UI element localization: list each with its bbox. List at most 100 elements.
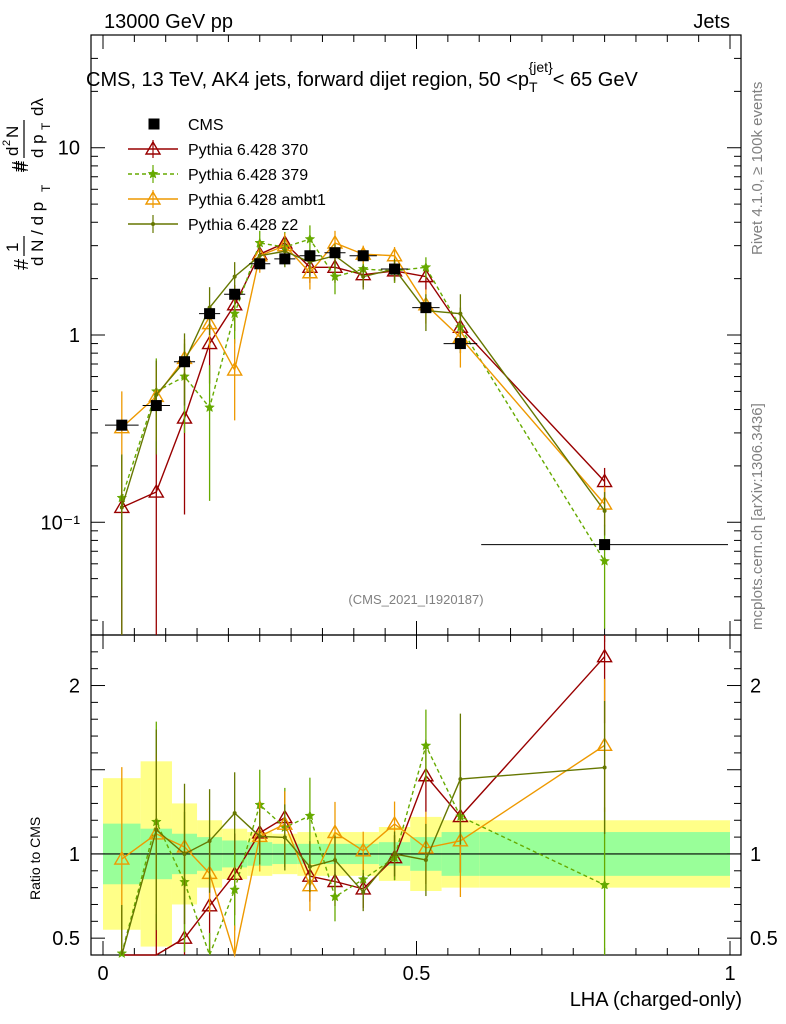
legend-label-2: Pythia 6.428 379 [188, 167, 308, 184]
ratio-series-group [113, 635, 613, 959]
series-1-point [596, 473, 613, 488]
legend-label-4: Pythia 6.428 z2 [188, 217, 298, 234]
cms-data-point [179, 356, 191, 368]
x-tick-label: 0 [97, 963, 108, 985]
mcplots-source-label: mcplots.cern.ch [arXiv:1306.3436] [749, 403, 766, 630]
axis-ticks: 0 0.5 1 10⁻¹ 1 10 0.5 0.5 1 1 2 2 [41, 34, 778, 985]
series-4-ratio-point [154, 827, 159, 832]
legend-marker-3 [144, 190, 162, 205]
series-4-point [257, 253, 262, 258]
series-1-ratio-point [596, 648, 613, 663]
series-3-point [301, 264, 319, 279]
series-2-point [329, 270, 341, 282]
series-2-ratio-point [304, 810, 316, 821]
series-2-ratio-point [420, 740, 432, 751]
legend-marker-4 [151, 222, 155, 226]
series-4-ratio-point [282, 835, 287, 840]
ratio-tick-label: 1 [69, 844, 80, 866]
cms-data-point [599, 539, 611, 551]
cms-data-point [304, 250, 316, 262]
series-2-point [304, 233, 316, 244]
series-2-ratio-point [229, 884, 241, 895]
series-4-point [602, 508, 607, 513]
svg-text:dλ: dλ [28, 98, 47, 116]
legend-label-cms: CMS [188, 117, 224, 134]
x-tick-label: 0.5 [403, 963, 431, 985]
ratio-tick-label: 2 [69, 676, 80, 698]
y-tick-label: 10⁻¹ [41, 512, 81, 534]
cms-data-point [254, 258, 266, 270]
series-4-ratio-point [361, 890, 366, 895]
series-3-ratio-point [452, 832, 469, 847]
series-4-ratio-point [207, 838, 212, 843]
cms-data-point [420, 302, 432, 314]
rivet-version-label: Rivet 4.1.0, ≥ 100k events [749, 82, 766, 255]
series-3-ratio-point [113, 850, 131, 865]
legend-marker-1 [144, 140, 162, 155]
series-2-ratio-point [599, 879, 611, 890]
series-4-ratio-point [307, 864, 312, 869]
main-series-group [113, 225, 613, 635]
cms-data-point [150, 400, 162, 412]
series-2-ratio-line [121, 743, 605, 958]
series-1-ratio-line [121, 656, 606, 956]
svg-text:d N / d p: d N / d p [28, 202, 47, 266]
cms-data-point [357, 250, 369, 262]
cms-data-point [204, 308, 216, 320]
series-4-ratio-point [423, 857, 428, 862]
series-2-ratio-point [329, 891, 341, 902]
series-4-point [282, 249, 287, 254]
series-4-ratio-line [121, 766, 605, 956]
cms-data-point [279, 253, 291, 265]
legend-label-3: Pythia 6.428 ambt1 [188, 192, 326, 209]
series-1-line [121, 242, 606, 509]
svg-text:d p: d p [28, 134, 47, 158]
series-4-ratio-point [392, 851, 397, 856]
svg-text:d: d [3, 147, 22, 156]
ratio-plot-frame [90, 634, 742, 956]
series-4-ratio-point [182, 851, 187, 856]
header-energy-label: 13000 GeV pp [104, 11, 233, 33]
series-4-point [232, 274, 237, 279]
series-4-ratio-point [257, 834, 262, 839]
series-2-point [204, 401, 215, 413]
series-1-point [201, 335, 218, 350]
ratio-tick-label: 0.5 [52, 928, 80, 950]
legend-marker-2 [147, 168, 159, 179]
svg-text:#: # [11, 160, 33, 172]
header-category-label: Jets [693, 11, 730, 33]
series-1-point [417, 268, 435, 283]
series-4-point [361, 274, 366, 279]
series-4-point [458, 311, 463, 316]
svg-text:N: N [3, 126, 22, 138]
series-4-point [154, 392, 159, 397]
cms-data-point [389, 263, 401, 275]
series-3-point [226, 361, 243, 376]
series-4-ratio-point [332, 858, 337, 863]
analysis-label: (CMS_2021_I1920187) [348, 592, 483, 607]
y-tick-label: 1 [69, 325, 80, 347]
series-2-point [599, 555, 611, 566]
cms-data-point [454, 338, 466, 350]
series-1-point [148, 483, 165, 498]
series-4-ratio-point [232, 811, 237, 816]
chart-title: CMS, 13 TeV, AK4 jets, forward dijet reg… [86, 59, 638, 95]
series-2-point [420, 261, 432, 272]
series-3-ratio-point [354, 842, 372, 857]
series-2-line [121, 238, 606, 562]
legend: CMS Pythia 6.428 370 Pythia 6.428 379 Pythi… [128, 117, 326, 234]
ratio-tick-label-right: 1 [750, 844, 761, 866]
x-axis-title: LHA (charged-only) [570, 989, 742, 1011]
svg-text:2: 2 [1, 140, 13, 146]
series-4-ratio-point [602, 765, 607, 770]
ratio-tick-label-right: 0.5 [750, 928, 778, 950]
cms-data-point [329, 247, 341, 259]
svg-text:1: 1 [3, 243, 22, 252]
svg-text:#: # [9, 160, 31, 172]
svg-text:#: # [11, 258, 33, 270]
series-4-point [119, 505, 124, 510]
legend-marker-cms [148, 118, 160, 130]
x-tick-label: 1 [724, 963, 735, 985]
y-tick-label: 10 [58, 138, 80, 160]
